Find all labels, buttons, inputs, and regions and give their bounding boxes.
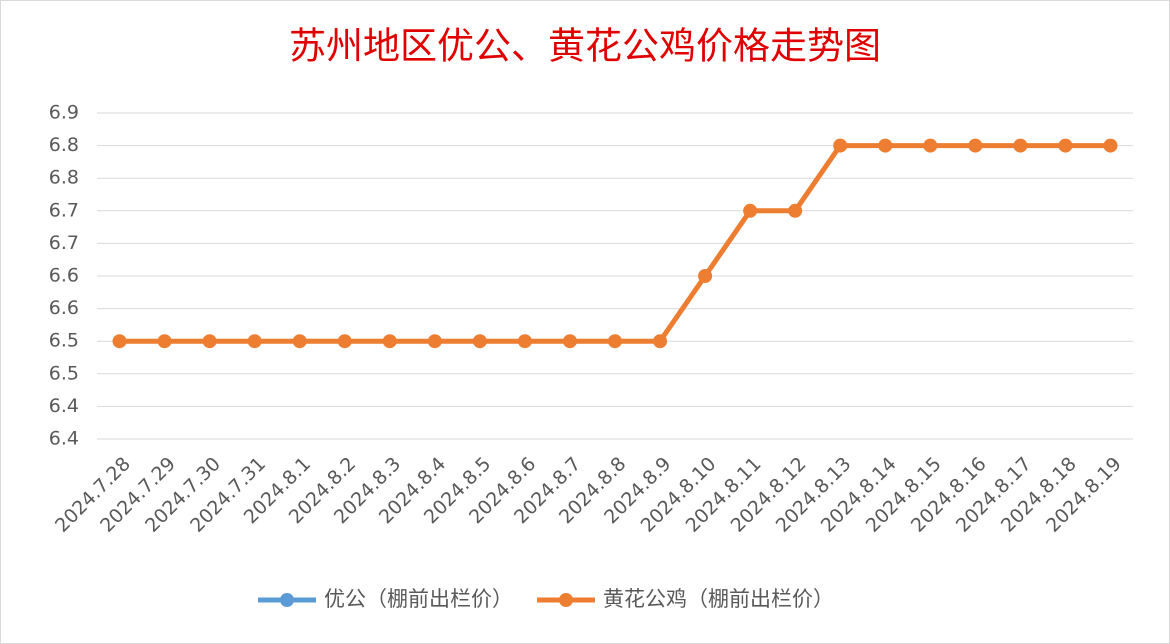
data-point: [1058, 138, 1073, 153]
data-point: [292, 334, 307, 349]
data-point: [247, 334, 262, 349]
data-point: [337, 334, 352, 349]
y-tick-label: 6.7: [49, 232, 79, 254]
data-point: [878, 138, 893, 153]
data-point: [472, 334, 487, 349]
data-point: [382, 334, 397, 349]
data-point: [562, 334, 577, 349]
data-point: [427, 334, 442, 349]
data-point: [608, 334, 622, 349]
y-tick-label: 6.4: [49, 395, 79, 417]
legend-label: 黄花公鸡（棚前出栏价）: [603, 587, 834, 611]
data-point: [1013, 138, 1028, 153]
data-point: [202, 334, 217, 349]
data-point: [157, 334, 172, 349]
data-point: [968, 138, 983, 153]
y-tick-label: 6.6: [49, 297, 79, 319]
data-point: [833, 138, 848, 153]
y-tick-label: 6.5: [49, 362, 79, 384]
legend-marker: [559, 593, 573, 607]
data-point: [923, 138, 938, 153]
data-point: [698, 269, 713, 283]
chart-title: 苏州地区优公、黄花公鸡价格走势图: [289, 25, 881, 68]
data-point: [743, 203, 758, 218]
data-point: [112, 334, 127, 349]
data-point: [788, 203, 803, 218]
y-tick-label: 6.8: [49, 167, 79, 189]
y-tick-label: 6.8: [49, 134, 79, 156]
legend-marker: [280, 593, 294, 607]
data-point: [653, 334, 668, 349]
data-point: [1103, 138, 1118, 153]
y-tick-label: 6.6: [49, 265, 79, 287]
y-tick-label: 6.4: [49, 428, 79, 450]
legend-label: 优公（棚前出栏价）: [324, 587, 513, 611]
y-tick-label: 6.7: [49, 199, 79, 221]
y-tick-label: 6.5: [49, 330, 79, 352]
data-point: [517, 334, 532, 349]
y-tick-label: 6.9: [49, 102, 79, 124]
